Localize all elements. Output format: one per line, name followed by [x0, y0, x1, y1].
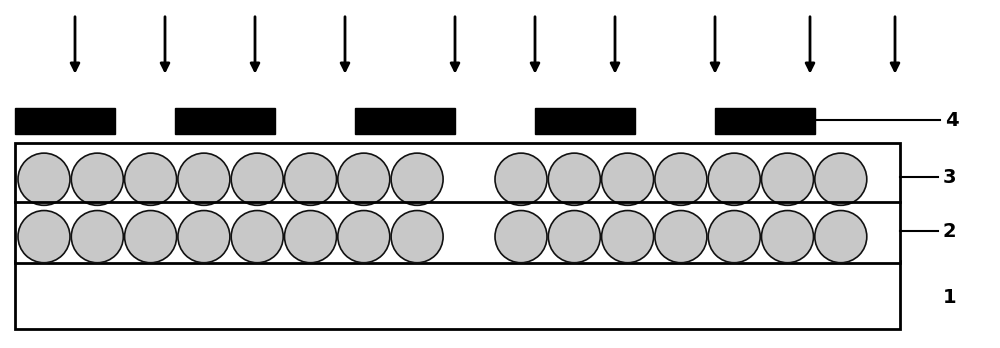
Ellipse shape [708, 153, 760, 205]
Ellipse shape [391, 153, 443, 205]
Ellipse shape [18, 211, 70, 263]
Ellipse shape [125, 211, 177, 263]
Bar [175, 108, 275, 134]
Ellipse shape [285, 153, 336, 205]
Ellipse shape [338, 211, 390, 263]
Ellipse shape [762, 211, 814, 263]
Text: 4: 4 [945, 111, 959, 129]
Ellipse shape [125, 153, 177, 205]
Ellipse shape [231, 211, 283, 263]
Text: 1: 1 [943, 288, 957, 307]
Bar [355, 108, 455, 134]
Ellipse shape [708, 211, 760, 263]
Bar [15, 143, 900, 263]
Ellipse shape [231, 153, 283, 205]
Ellipse shape [495, 153, 547, 205]
Ellipse shape [71, 211, 123, 263]
Ellipse shape [655, 211, 707, 263]
Ellipse shape [815, 153, 867, 205]
Ellipse shape [815, 211, 867, 263]
Ellipse shape [762, 153, 814, 205]
Ellipse shape [391, 211, 443, 263]
Ellipse shape [602, 211, 654, 263]
Bar [715, 108, 815, 134]
Bar [535, 108, 635, 134]
Bar [15, 261, 900, 329]
Ellipse shape [18, 153, 70, 205]
Ellipse shape [602, 153, 654, 205]
Ellipse shape [71, 153, 123, 205]
Ellipse shape [178, 153, 230, 205]
Ellipse shape [495, 211, 547, 263]
Ellipse shape [178, 211, 230, 263]
Ellipse shape [285, 211, 336, 263]
Text: 3: 3 [943, 168, 956, 187]
Text: 2: 2 [943, 222, 957, 241]
Ellipse shape [548, 153, 600, 205]
Bar [15, 108, 115, 134]
Ellipse shape [548, 211, 600, 263]
Ellipse shape [338, 153, 390, 205]
Ellipse shape [655, 153, 707, 205]
